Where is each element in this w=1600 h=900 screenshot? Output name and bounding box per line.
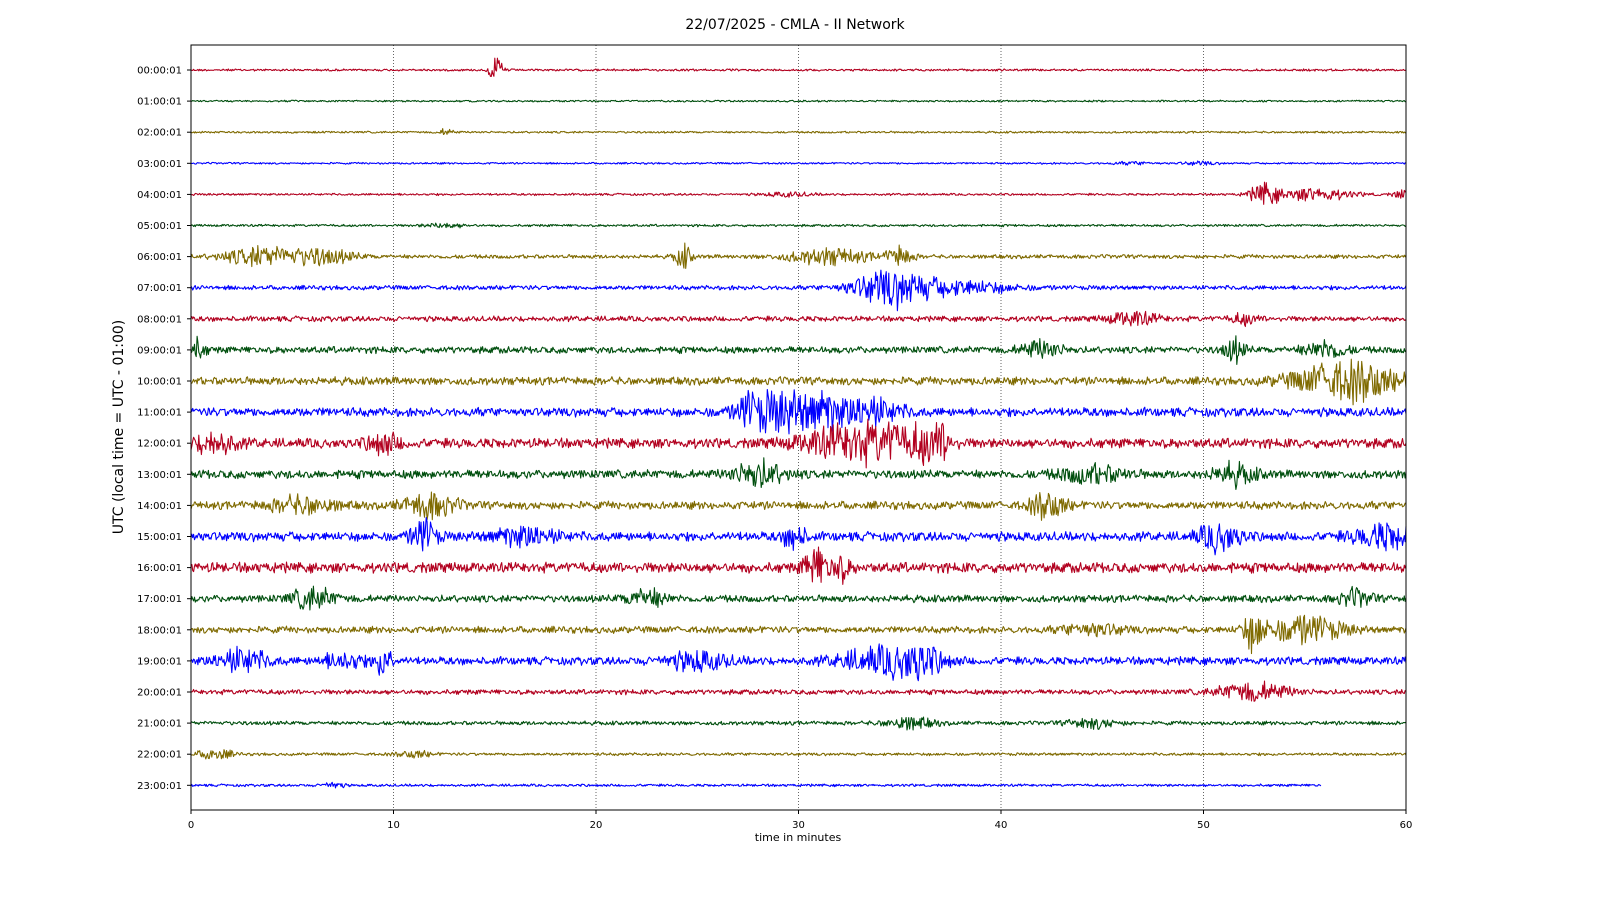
y-tick-label: 10:00:01 — [137, 377, 182, 388]
trace-17-00-01 — [190, 585, 1407, 611]
x-tick-label: 30 — [792, 820, 805, 831]
trace-14-00-01 — [190, 491, 1407, 521]
trace-05-00-01 — [190, 222, 1407, 229]
y-tick-label: 06:00:01 — [137, 252, 182, 263]
y-tick-label: 19:00:01 — [137, 656, 182, 667]
y-tick-label: 14:00:01 — [137, 501, 182, 512]
y-tick-label: 01:00:01 — [137, 97, 182, 108]
y-axis-label: UTC (local time = UTC - 01:00) — [111, 320, 127, 535]
trace-21-00-01 — [190, 716, 1407, 731]
y-tick-label: 00:00:01 — [137, 66, 182, 77]
trace-20-00-01 — [190, 680, 1407, 702]
y-tick-label: 03:00:01 — [137, 159, 182, 170]
y-tick-label: 22:00:01 — [137, 750, 182, 761]
x-axis-label: time in minutes — [755, 831, 842, 844]
trace-08-00-01 — [190, 310, 1407, 328]
y-tick-label: 16:00:01 — [137, 563, 182, 574]
trace-23-00-01 — [190, 781, 1322, 789]
x-tick-label: 50 — [1197, 820, 1210, 831]
trace-00-00-01 — [191, 57, 1407, 77]
x-tick-label: 10 — [387, 820, 400, 831]
x-axis-ticks: 0 10 20 30 40 50 60 — [188, 810, 1413, 831]
x-tick-label: 40 — [995, 820, 1008, 831]
trace-15-00-01 — [190, 516, 1407, 556]
trace-19-00-01 — [190, 643, 1407, 682]
trace-11-00-01 — [190, 388, 1407, 435]
y-tick-label: 21:00:01 — [137, 719, 182, 730]
y-tick-label: 08:00:01 — [137, 314, 182, 325]
y-tick-label: 17:00:01 — [137, 594, 182, 605]
traces — [190, 57, 1407, 789]
y-tick-label: 05:00:01 — [137, 221, 182, 232]
trace-04-00-01 — [190, 181, 1407, 205]
trace-16-00-01 — [190, 546, 1407, 585]
y-tick-label: 11:00:01 — [137, 408, 182, 419]
y-tick-label: 07:00:01 — [137, 283, 182, 294]
grid-lines — [393, 45, 1204, 810]
y-tick-label: 20:00:01 — [137, 688, 182, 699]
x-tick-label: 60 — [1400, 820, 1413, 831]
trace-03-00-01 — [190, 160, 1407, 166]
y-tick-label: 23:00:01 — [137, 781, 182, 792]
trace-07-00-01 — [190, 269, 1407, 312]
trace-09-00-01 — [190, 335, 1407, 365]
trace-18-00-01 — [190, 614, 1407, 655]
trace-02-00-01 — [190, 128, 1407, 136]
trace-13-00-01 — [190, 457, 1407, 490]
y-tick-label: 13:00:01 — [137, 470, 182, 481]
y-axis-ticks: 00:00:01 01:00:01 02:00:01 03:00:01 04:00:01… — [137, 66, 191, 792]
y-tick-label: 09:00:01 — [137, 345, 182, 356]
trace-22-00-01 — [190, 749, 1407, 760]
chart-title: 22/07/2025 - CMLA - II Network — [685, 17, 905, 33]
y-tick-label: 15:00:01 — [137, 532, 182, 543]
x-tick-label: 20 — [590, 820, 603, 831]
y-tick-label: 12:00:01 — [137, 439, 182, 450]
trace-12-00-01 — [190, 418, 1407, 469]
x-tick-label: 0 — [188, 820, 194, 831]
y-tick-label: 02:00:01 — [137, 128, 182, 139]
trace-10-00-01 — [191, 358, 1407, 406]
trace-06-00-01 — [190, 242, 1407, 269]
trace-01-00-01 — [190, 99, 1407, 103]
y-tick-label: 04:00:01 — [137, 190, 182, 201]
y-tick-label: 18:00:01 — [137, 625, 182, 636]
